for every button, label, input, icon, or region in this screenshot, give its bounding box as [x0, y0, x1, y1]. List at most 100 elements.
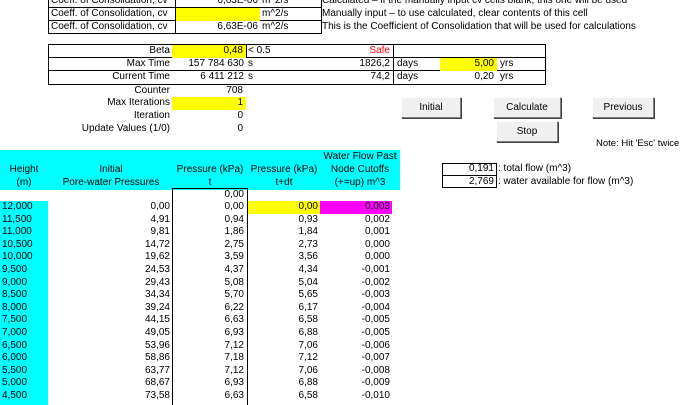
- table-row: 8,500 34,34 5,70 5,65 -0,003: [0, 289, 400, 302]
- height-cell: 8,500: [2, 289, 28, 301]
- pressure-t-cell: 7,18: [224, 352, 244, 364]
- previous-button[interactable]: Previous: [592, 97, 654, 118]
- table-row: 6,500 53,96 7,12 7,06 -0,006: [0, 340, 400, 353]
- max-time-value: 157 784 630: [188, 58, 244, 69]
- initial-header: Initial: [99, 164, 123, 175]
- pressure-t-cell: 7,12: [224, 339, 244, 351]
- initial-pressure-cell: 4,91: [150, 213, 170, 225]
- coeff-unit: m^2/s: [262, 0, 289, 6]
- coeff-manual-input[interactable]: [176, 8, 260, 21]
- coeff-unit: m^2/s: [262, 21, 289, 32]
- flow-cell: 0,002: [364, 213, 390, 225]
- table-row: 9,500 24,53 4,37 4,34 -0,001: [0, 264, 400, 277]
- height-cell: 11,500: [2, 213, 32, 225]
- table-row: 5,500 63,77 7,12 7,06 -0,008: [0, 365, 400, 378]
- pressure-tdt-cell: 5,04: [298, 276, 318, 288]
- table-row: 11,500 4,91 0,94 0,93 0,002: [0, 214, 400, 227]
- flow-cell: -0,005: [361, 327, 390, 338]
- max-time-years-input[interactable]: 5,00: [440, 58, 497, 71]
- flow-cell: -0,008: [361, 364, 390, 376]
- initial-button[interactable]: Initial: [401, 97, 461, 118]
- coeff-note-used: This is the Coefficient of Consolidation…: [322, 21, 636, 32]
- iteration-value: 0: [237, 110, 243, 121]
- max-iterations-input[interactable]: 1: [172, 97, 246, 110]
- update-values-value: 0: [237, 123, 243, 134]
- initial-pressure-cell: 44,15: [144, 314, 170, 326]
- current-time-years: 0,20: [474, 71, 494, 82]
- height-cell: 11,000: [2, 226, 32, 238]
- current-time-days: 74,2: [370, 71, 390, 82]
- max-time-label: Max Time: [126, 58, 170, 69]
- height-cell: 8,000: [2, 301, 28, 313]
- initial-pressure-cell: 14,72: [144, 238, 170, 250]
- table-row: 5,000 68,67 6,93 6,88 -0,009: [0, 377, 400, 390]
- params-divider: [48, 70, 546, 71]
- stop-button[interactable]: Stop: [496, 121, 558, 142]
- table-row: 10,500 14,72 2,75 2,73 0,000: [0, 239, 400, 252]
- height-cell: 7,500: [2, 314, 28, 326]
- pressure-tdt-cell: 6,17: [298, 301, 318, 313]
- pressure-tdt-cell: 0,93: [298, 213, 318, 225]
- current-time-years-unit: yrs: [500, 71, 514, 82]
- initial-pressure-cell: 34,34: [144, 289, 170, 301]
- pressure-tdt-cell: 7,06: [298, 364, 318, 376]
- coeff-note-calculated: Calculated – if the manually input cv ce…: [322, 0, 628, 6]
- flow-cell: -0,001: [361, 264, 390, 275]
- flow-cell: 0,001: [364, 226, 390, 238]
- pressure-t-cell: 6,63: [224, 390, 244, 401]
- table-row: 7,500 44,15 6,63 6,58 -0,005: [0, 314, 400, 327]
- beta-value: 0,48: [172, 45, 246, 58]
- coeff-label-used: Coeff. of Consolidation, cv: [51, 21, 168, 32]
- height-header: Height: [9, 164, 39, 175]
- flow-cell: -0,005: [361, 314, 390, 326]
- height-cell: 4,500: [2, 390, 28, 401]
- max-time-days-unit: days: [397, 58, 419, 69]
- pressure-extra-cell: [172, 188, 248, 201]
- pressure-tdt-cell: 2,73: [298, 238, 318, 250]
- pressure-t-extra: 0,00: [224, 189, 244, 200]
- coeff-unit: m^2/s: [262, 8, 289, 19]
- max-iterations-label: Max Iterations: [107, 97, 170, 108]
- pressure-t-column-frame: [172, 201, 248, 405]
- height-cell: 10,500: [2, 238, 33, 250]
- max-time-days: 1826,2: [359, 58, 390, 69]
- params-frame: [48, 44, 546, 85]
- available-flow-label: : water available for flow (m^3): [498, 176, 634, 187]
- pressure-tdt-cell: 3,56: [298, 251, 318, 263]
- initial-pressure-cell: 39,24: [144, 301, 170, 313]
- table-header-bg: [0, 150, 400, 190]
- pressure-t-cell: 7,12: [224, 364, 244, 376]
- flow-cell: -0,002: [361, 276, 390, 288]
- params-divider: [393, 44, 394, 85]
- pressure-t-cell: 4,37: [224, 264, 244, 275]
- height-cell: 5,500: [2, 364, 28, 376]
- flow-header-3: (+=up) m^3: [334, 177, 386, 188]
- initial-pressure-cell: 9,81: [150, 226, 170, 238]
- initial-pressure-cell: 68,67: [144, 377, 170, 389]
- update-values-label: Update Values (1/0): [81, 123, 170, 134]
- pressure-t-header: Pressure (kPa): [176, 164, 244, 175]
- pressure-tdt-cell: 7,12: [298, 352, 318, 364]
- counter-value: 708: [226, 85, 243, 96]
- calculate-button[interactable]: Calculate: [493, 97, 561, 118]
- pressure-tdt-cell: 5,65: [298, 289, 318, 301]
- total-flow-label: : total flow (m^3): [498, 163, 572, 174]
- height-unit-header: (m): [16, 177, 32, 188]
- initial-pressure-cell: 49,05: [144, 327, 170, 338]
- pressure-tdt-cell: 1,84: [298, 226, 318, 238]
- flow-header-1: Water Flow Past: [323, 151, 397, 162]
- pressure-t-cell: 6,93: [224, 377, 244, 389]
- height-column-bg: [0, 201, 48, 405]
- height-cell: 12,000: [2, 201, 33, 212]
- pressure-t-cell: 6,93: [224, 327, 244, 338]
- flow-cell: -0,007: [361, 352, 390, 364]
- table-row: 7,000 49,05 6,93 6,88 -0,005: [0, 327, 400, 340]
- flow-cell: 0,000: [364, 251, 390, 263]
- pressure-t-cell: 6,63: [224, 314, 244, 326]
- pressure-tdt-cell: 0,00: [298, 201, 318, 212]
- pressure-t-sub-header: t: [208, 177, 212, 188]
- beta-label: Beta: [149, 45, 170, 56]
- pressure-t-cell: 6,22: [224, 301, 244, 313]
- pressure-t-cell: 2,75: [224, 238, 244, 250]
- flow-highlight: [320, 201, 392, 214]
